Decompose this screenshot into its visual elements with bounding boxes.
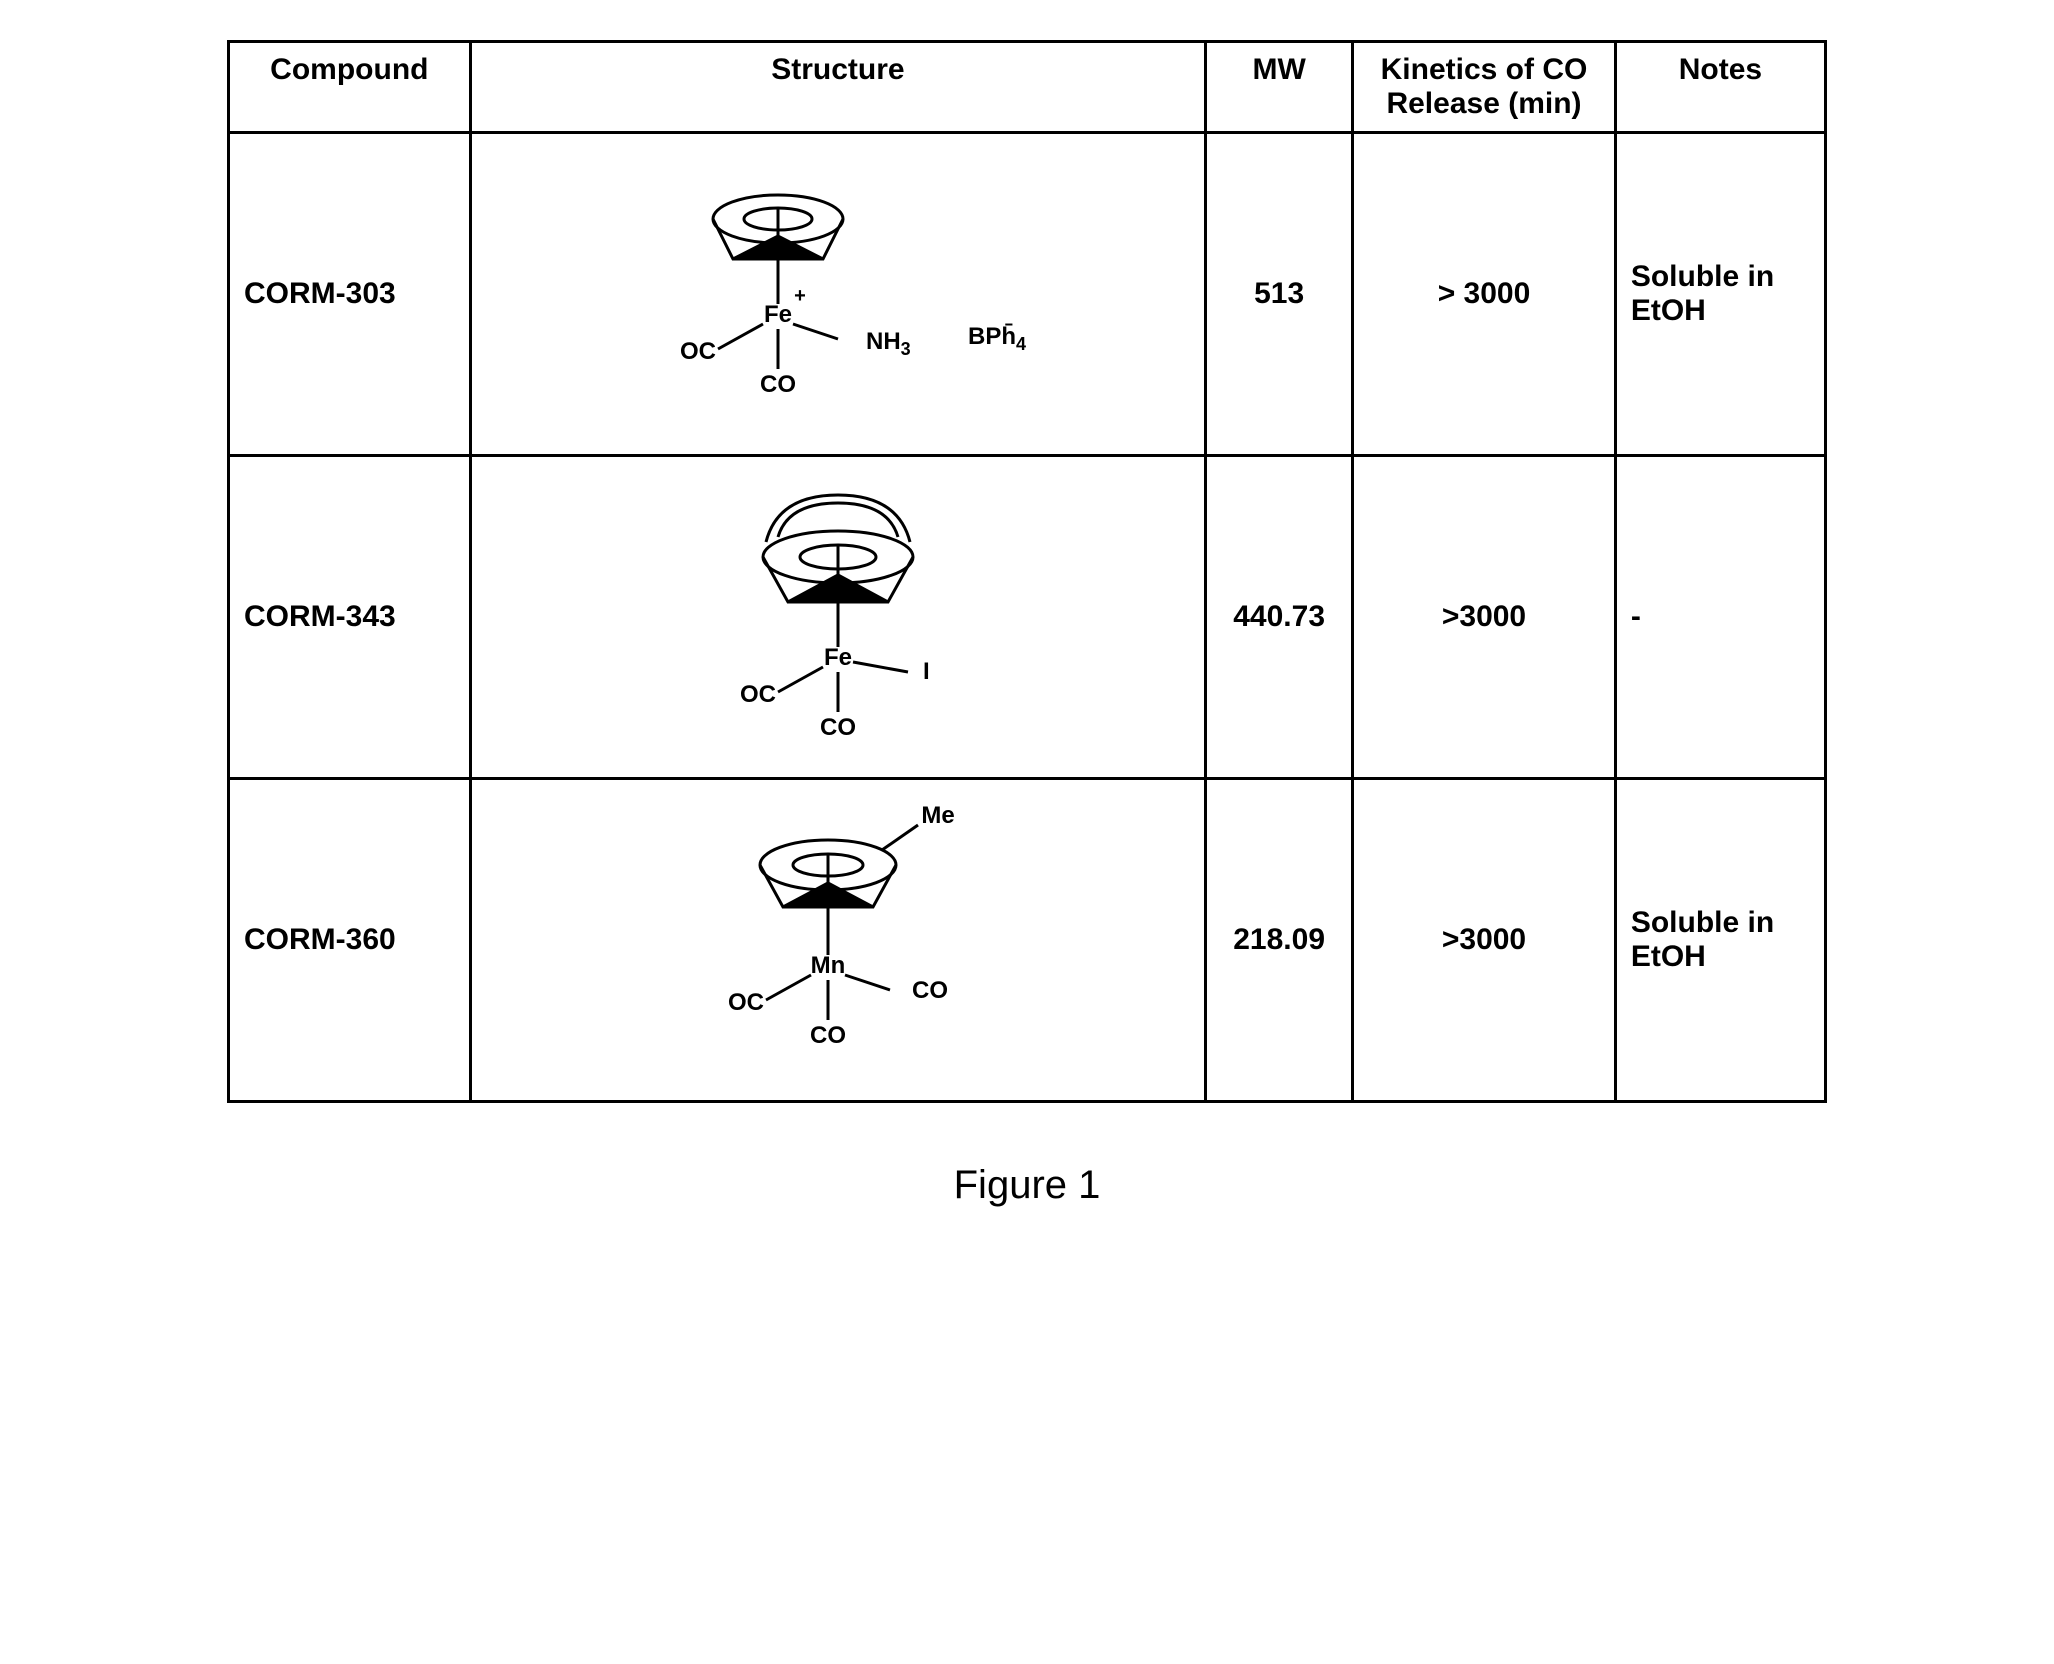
notes-value: - [1615, 456, 1825, 779]
kinetics-value: >3000 [1353, 779, 1616, 1102]
ligand-label: CO [810, 1022, 846, 1049]
header-row: Compound Structure MW Kinetics of CO Rel… [229, 42, 1826, 133]
structure-svg: Fe + OC CO NH3 BPh̄4 [618, 164, 1058, 424]
charge-label: + [794, 285, 806, 307]
substituent-label: Me [921, 802, 954, 829]
mw-value: 440.73 [1206, 456, 1353, 779]
kinetics-value: > 3000 [1353, 133, 1616, 456]
ligand-label: I [923, 658, 930, 685]
compound-name: CORM-360 [229, 779, 471, 1102]
header-kinetics: Kinetics of CO Release (min) [1353, 42, 1616, 133]
structure-svg: Me Mn OC CO CO [648, 795, 1028, 1085]
compound-name: CORM-343 [229, 456, 471, 779]
table-row: CORM-343 Fe [229, 456, 1826, 779]
structure-cell: Fe + OC CO NH3 BPh̄4 [470, 133, 1205, 456]
table-row: CORM-303 Fe + [229, 133, 1826, 456]
compound-table: Compound Structure MW Kinetics of CO Rel… [227, 40, 1827, 1103]
ligand-label: NH3 [866, 328, 911, 359]
figure-caption: Figure 1 [954, 1163, 1101, 1208]
kinetics-value: >3000 [1353, 456, 1616, 779]
ligand-label: CO [760, 371, 796, 398]
ligand-label: OC [728, 989, 764, 1016]
notes-value: Soluble in EtOH [1615, 133, 1825, 456]
metal-label: Fe [824, 644, 852, 671]
mw-value: 218.09 [1206, 779, 1353, 1102]
header-structure: Structure [470, 42, 1205, 133]
structure-svg: Fe OC CO I [648, 467, 1028, 767]
ligand-label: OC [680, 338, 716, 365]
compound-name: CORM-303 [229, 133, 471, 456]
notes-value: Soluble in EtOH [1615, 779, 1825, 1102]
ligand-label: CO [912, 977, 948, 1004]
header-notes: Notes [1615, 42, 1825, 133]
structure-cell: Fe OC CO I [470, 456, 1205, 779]
ligand-label: OC [740, 681, 776, 708]
metal-label: Mn [811, 952, 846, 979]
header-compound: Compound [229, 42, 471, 133]
header-mw: MW [1206, 42, 1353, 133]
structure-cell: Me Mn OC CO CO [470, 779, 1205, 1102]
metal-label: Fe [764, 301, 792, 328]
mw-value: 513 [1206, 133, 1353, 456]
table-row: CORM-360 Me Mn [229, 779, 1826, 1102]
ligand-label: CO [820, 714, 856, 741]
counterion-label: BPh̄4 [968, 323, 1026, 354]
